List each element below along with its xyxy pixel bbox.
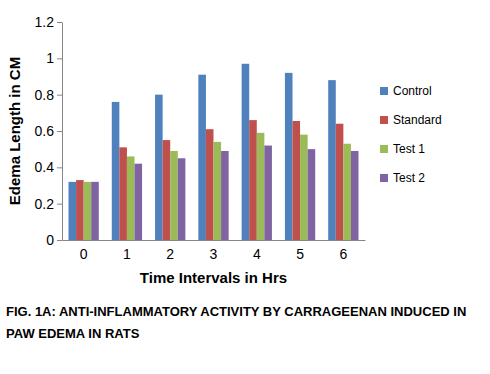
legend-label: Test 1 <box>393 142 425 156</box>
title-line: PAW EDEMA IN RATS <box>6 326 140 341</box>
x-axis-title: Time Intervals in Hrs <box>140 269 287 286</box>
y-tick-mark <box>57 204 62 205</box>
bar <box>300 135 308 240</box>
x-tick: 0 <box>80 240 88 262</box>
x-axis: 0 1 2 3 4 5 6 <box>63 240 366 262</box>
bars <box>68 64 358 240</box>
y-tick: 0.2 <box>35 196 62 212</box>
x-tick: 4 <box>253 240 261 262</box>
y-tick: 0.8 <box>35 87 62 103</box>
bar <box>214 142 222 240</box>
legend: Control Standard Test 1 Test 2 <box>380 84 442 185</box>
y-tick-mark <box>57 240 62 241</box>
bar <box>249 120 257 240</box>
y-tick-label: 1 <box>46 50 54 66</box>
bar <box>84 182 92 240</box>
y-tick-label: 0 <box>46 232 54 248</box>
x-tick: 6 <box>339 240 347 262</box>
legend-label: Standard <box>393 113 442 127</box>
bar <box>206 129 214 240</box>
title: FIG. 1A: ANTI-INFLAMMATORY ACTIVITY BY C… <box>6 304 466 341</box>
title-line: FIG. 1A: ANTI-INFLAMMATORY ACTIVITY BY C… <box>6 304 466 319</box>
bar <box>257 133 265 240</box>
bar <box>351 151 359 240</box>
legend-entry: Test 2 <box>380 171 425 185</box>
y-tick-label: 0.2 <box>35 196 55 212</box>
x-tick: 2 <box>166 240 174 262</box>
legend-entry: Standard <box>380 113 442 127</box>
y-tick-label: 0.6 <box>35 123 55 139</box>
legend-entry: Test 1 <box>380 142 425 156</box>
bar <box>163 140 171 240</box>
y-tick-label: 1.2 <box>35 14 55 30</box>
bar-series <box>76 120 343 240</box>
bar <box>292 121 300 240</box>
x-tick-label: 5 <box>296 246 304 262</box>
y-tick-mark <box>57 131 62 132</box>
bar-series <box>84 133 351 240</box>
y-axis-line <box>62 23 63 241</box>
y-tick: 1.2 <box>35 14 62 30</box>
y-tick-label: 0.8 <box>35 87 55 103</box>
bar <box>91 182 99 240</box>
x-tick: 1 <box>123 240 131 262</box>
x-tick: 5 <box>296 240 304 262</box>
bar <box>127 156 135 240</box>
x-tick-label: 1 <box>123 246 131 262</box>
bar <box>343 144 351 240</box>
y-axis: 0 0.2 0.4 0.6 0.8 1 1.2 <box>35 14 63 248</box>
chart: 0 0.2 0.4 0.6 0.8 1 1.2 0 1 2 3 4 5 6 Time Intervals i… <box>0 0 490 374</box>
bar <box>242 64 250 240</box>
x-tick-label: 4 <box>253 246 261 262</box>
bar <box>264 146 272 240</box>
bar <box>68 182 76 240</box>
legend-label: Test 2 <box>393 171 425 185</box>
y-tick-label: 0.4 <box>35 159 55 175</box>
y-tick-mark <box>57 58 62 59</box>
bar <box>328 80 336 240</box>
legend-swatch <box>380 87 388 95</box>
x-axis-line <box>63 240 366 241</box>
legend-swatch <box>380 116 388 124</box>
bar-series <box>68 64 335 240</box>
legend-entry: Control <box>380 84 432 98</box>
y-tick: 1 <box>46 50 62 66</box>
bar <box>135 164 143 240</box>
bar-series <box>91 146 358 240</box>
x-tick-label: 3 <box>210 246 218 262</box>
bar <box>155 95 163 240</box>
x-tick-label: 0 <box>80 246 88 262</box>
bar <box>198 75 206 240</box>
legend-swatch <box>380 174 388 182</box>
bar <box>119 147 127 240</box>
y-tick: 0 <box>46 232 62 248</box>
x-tick-label: 6 <box>339 246 347 262</box>
legend-label: Control <box>393 84 432 98</box>
bar <box>336 124 344 240</box>
bar <box>221 151 229 240</box>
bar <box>76 180 84 240</box>
y-tick: 0.4 <box>35 159 62 175</box>
y-tick-mark <box>57 22 62 23</box>
legend-swatch <box>380 145 388 153</box>
y-tick: 0.6 <box>35 123 62 139</box>
bar <box>285 73 293 240</box>
bar <box>170 151 178 240</box>
y-tick-mark <box>57 95 62 96</box>
y-tick-mark <box>57 167 62 168</box>
bar <box>308 149 316 240</box>
x-tick-label: 2 <box>166 246 174 262</box>
x-tick: 3 <box>210 240 218 262</box>
y-axis-title: Edema Length in CM <box>6 57 23 205</box>
bar <box>112 102 120 240</box>
bar <box>178 158 186 240</box>
